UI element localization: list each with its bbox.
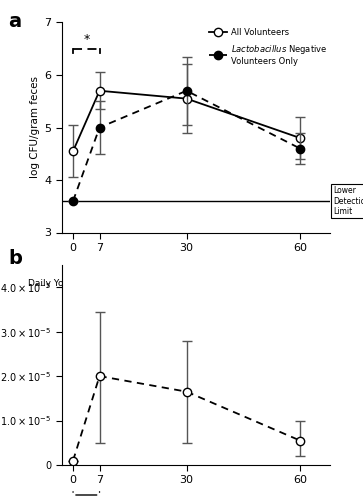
Text: *: * — [83, 32, 89, 46]
Y-axis label: log CFU/gram feces: log CFU/gram feces — [30, 76, 40, 178]
Text: b: b — [8, 249, 22, 268]
Text: Lower
Detection
Limit: Lower Detection Limit — [333, 186, 363, 216]
Text: a: a — [8, 12, 21, 31]
Text: Daily Yogurt Consumption: Daily Yogurt Consumption — [28, 278, 145, 287]
Legend: All Volunteers, $\it{Lactobacillus}$ Negative
Volunteers Only: All Volunteers, $\it{Lactobacillus}$ Neg… — [205, 24, 331, 70]
X-axis label: Day of Study: Day of Study — [154, 278, 238, 291]
